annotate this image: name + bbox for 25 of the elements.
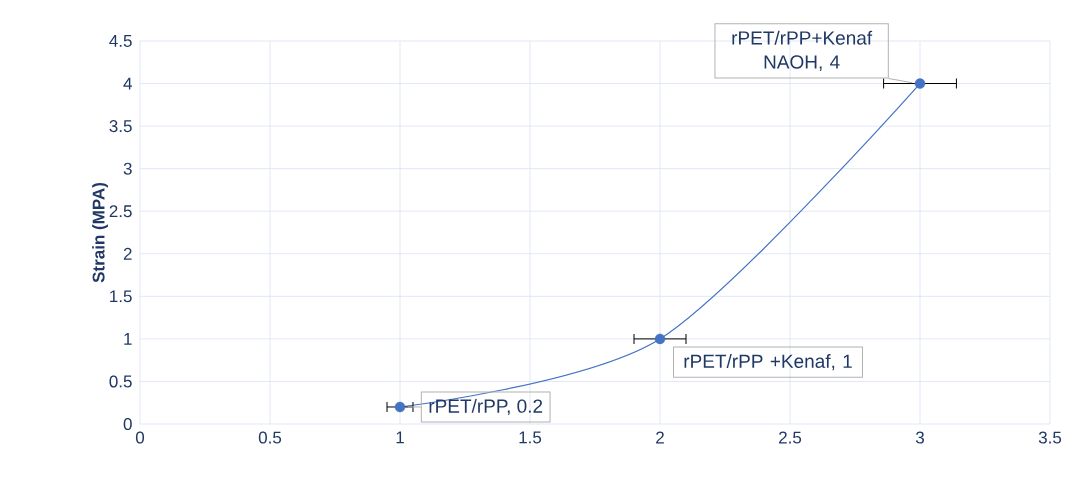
y-tick-label: 3.5 [109,120,132,133]
point [914,78,926,89]
point [394,401,406,413]
x-tick-label: 1 [396,431,404,444]
y-tick-label: 2.5 [109,205,132,218]
y-tick-label: 0 [123,417,132,431]
y-tick-label: 4.5 [109,35,132,47]
x-tick-label: 0 [135,431,145,444]
y-tick-label: 1 [124,333,132,345]
y-tick-label: 0.5 [109,375,132,388]
annotation: rPET/rPP, 0.2 [429,398,543,416]
y-tick-label: 1.5 [110,290,132,303]
point [654,333,666,345]
x-tick-label: 2 [656,431,664,444]
y-tick-label: 2 [123,247,132,260]
x-tick-label: 0.5 [258,431,282,444]
annotation: rPET/rPP+Kenaf NAOH, 4 [732,30,873,71]
y-tick-label: 3 [123,162,132,175]
x-tick-label: 3 [915,431,924,444]
annotation: rPET/rPP +Kenaf, 1 [684,354,852,371]
x-tick-label: 2.5 [779,431,802,444]
y-axis-title: Strain (MPA) [92,182,108,283]
y-tick-label: 4 [123,77,132,90]
x-tick-label: 3.5 [1038,431,1062,444]
x-tick-label: 1.5 [519,431,542,444]
